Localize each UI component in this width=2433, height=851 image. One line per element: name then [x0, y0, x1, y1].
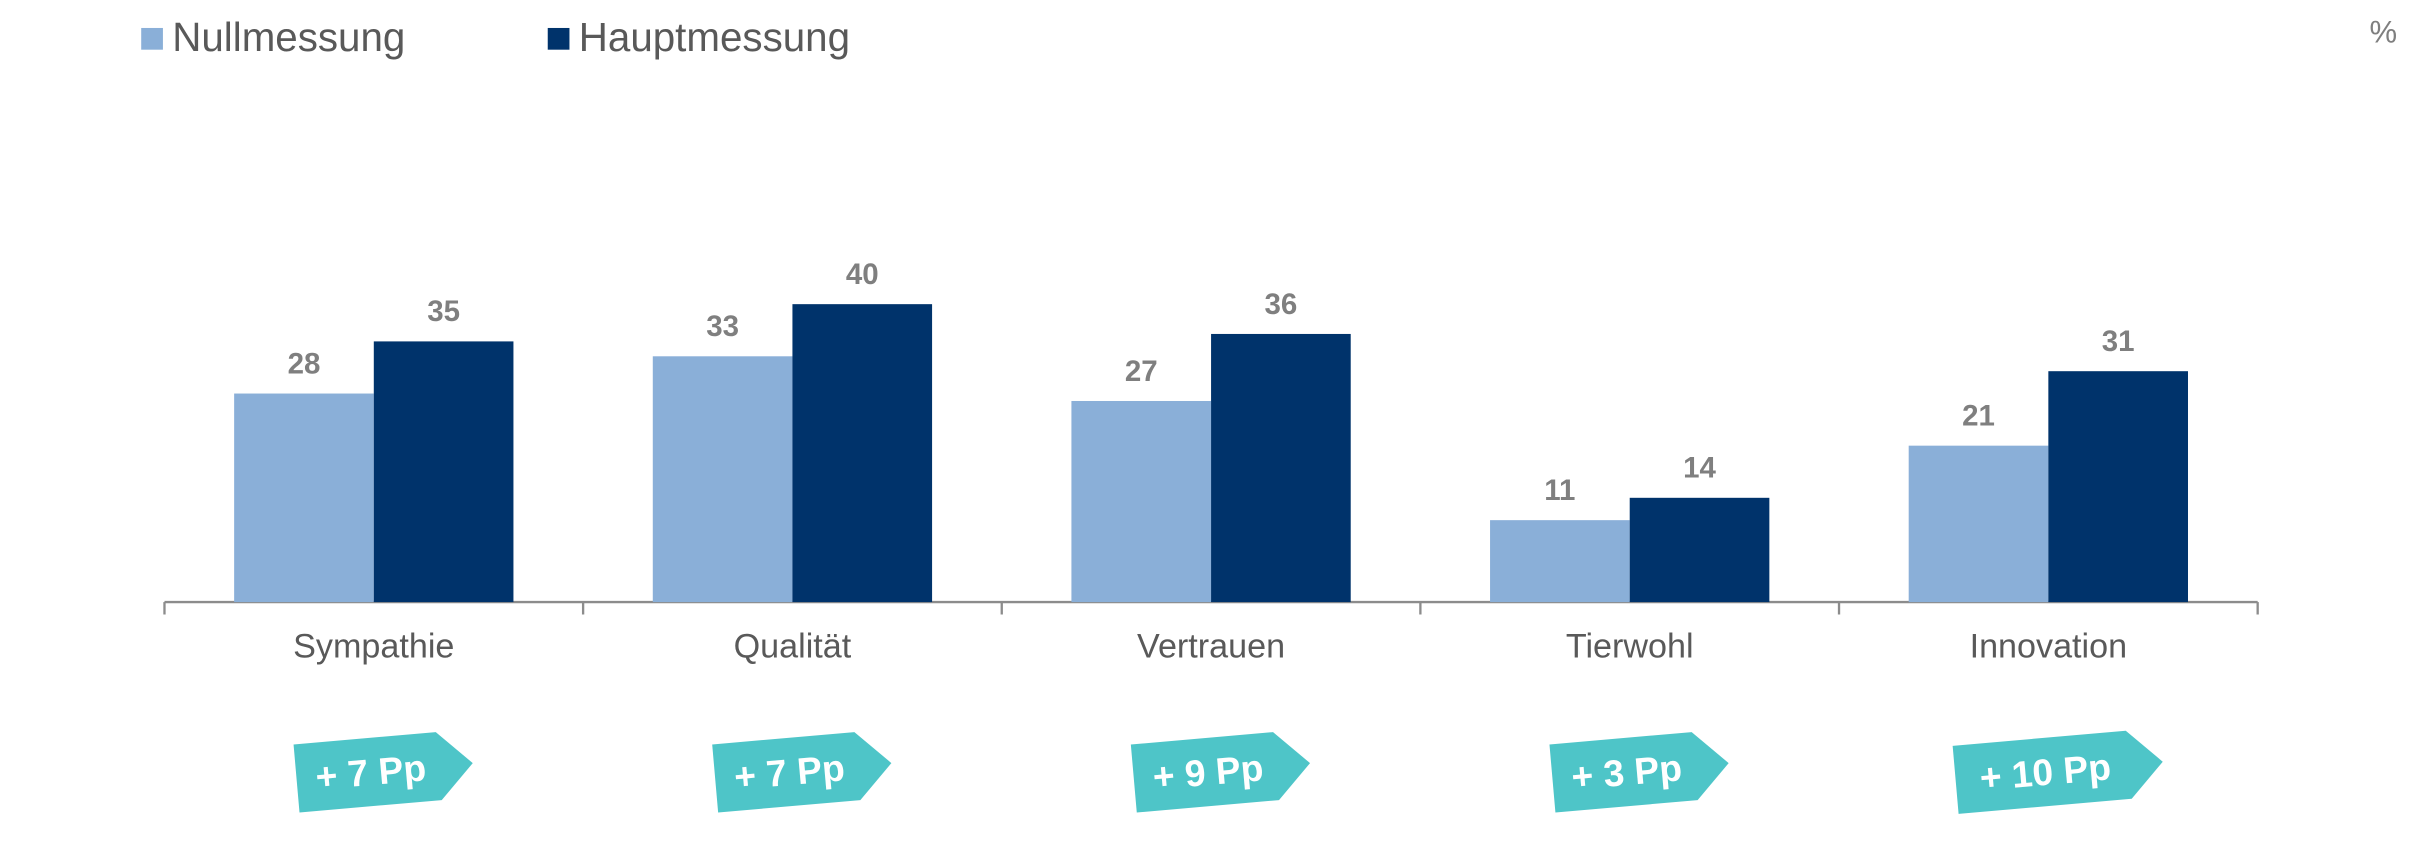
data-label: 35 [427, 295, 460, 328]
data-label: 14 [1683, 452, 1716, 485]
tag-label: + 7 Pp [314, 746, 428, 797]
difference-tag: + 7 Pp [712, 732, 892, 813]
data-label: 21 [1962, 400, 1995, 433]
bar [1908, 445, 2049, 603]
x-tick-label: Vertrauen [1137, 628, 1285, 666]
difference-tag: + 10 Pp [1952, 730, 2163, 814]
tag-label: + 9 Pp [1151, 746, 1265, 797]
x-tick-label: Qualität [734, 628, 852, 666]
tag-label: + 7 Pp [732, 746, 846, 797]
legend-label: Nullmessung [172, 14, 405, 60]
legend-swatch [547, 27, 570, 50]
bar [234, 393, 374, 603]
data-label: 33 [706, 310, 739, 343]
legend-swatch [141, 27, 163, 50]
tag-label: + 3 Pp [1570, 746, 1684, 797]
difference-tag: + 3 Pp [1549, 732, 1729, 813]
data-label: 27 [1125, 355, 1158, 388]
x-tick-label: Innovation [1970, 628, 2127, 666]
tag-shape [1952, 730, 2163, 814]
bar [1211, 333, 1351, 603]
data-label: 40 [846, 258, 879, 291]
x-tick-label: Tierwohl [1566, 628, 1694, 666]
bar [792, 304, 933, 603]
bar [1071, 400, 1212, 603]
bar [1490, 520, 1630, 603]
unit-label: % [2370, 14, 2398, 49]
tag-shape [293, 732, 473, 813]
data-label: 28 [288, 347, 321, 380]
difference-tag: + 9 Pp [1130, 732, 1311, 813]
tag-shape [1130, 732, 1311, 813]
x-tick-label: Sympathie [293, 628, 454, 666]
bar [2048, 371, 2188, 603]
data-label: 11 [1544, 474, 1575, 507]
bar [1629, 497, 1770, 603]
bar [373, 341, 514, 603]
tag-shape [712, 732, 892, 813]
tag-shape [1549, 732, 1729, 813]
data-label: 36 [1265, 288, 1298, 321]
difference-tag: + 7 Pp [293, 732, 473, 813]
data-label: 31 [2102, 325, 2135, 358]
legend-label: Hauptmessung [579, 14, 850, 60]
bar [652, 356, 793, 603]
